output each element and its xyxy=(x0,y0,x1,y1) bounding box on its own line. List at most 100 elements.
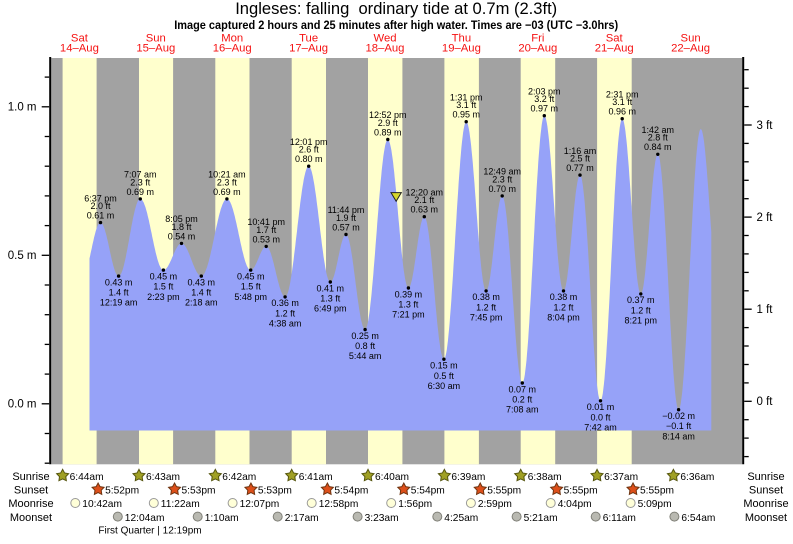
svg-text:0.0 ft: 0.0 ft xyxy=(590,412,611,422)
svg-text:11:22am: 11:22am xyxy=(161,499,200,510)
svg-text:1.9 ft: 1.9 ft xyxy=(336,213,357,223)
svg-text:0.43 m: 0.43 m xyxy=(188,277,216,287)
svg-text:1:42 am: 1:42 am xyxy=(642,125,675,135)
svg-text:4:38 am: 4:38 am xyxy=(269,319,302,329)
svg-text:0.69 m: 0.69 m xyxy=(127,187,155,197)
svg-text:Tue: Tue xyxy=(299,33,318,45)
svg-text:0.45 m: 0.45 m xyxy=(150,271,178,281)
svg-text:17–Aug: 17–Aug xyxy=(289,42,328,54)
svg-text:0.77 m: 0.77 m xyxy=(566,163,594,173)
svg-text:5:53pm: 5:53pm xyxy=(182,486,216,497)
svg-text:10:42am: 10:42am xyxy=(82,499,122,510)
svg-text:3 ft: 3 ft xyxy=(757,120,774,132)
svg-text:0.54 m: 0.54 m xyxy=(168,231,196,241)
svg-text:6:40am: 6:40am xyxy=(375,472,409,483)
svg-text:0.8 ft: 0.8 ft xyxy=(355,341,376,351)
svg-text:12:07pm: 12:07pm xyxy=(240,499,280,510)
svg-text:1.5 ft: 1.5 ft xyxy=(153,282,174,292)
svg-text:6:39am: 6:39am xyxy=(451,472,485,483)
svg-text:0 ft: 0 ft xyxy=(757,396,774,408)
svg-text:Moonrise: Moonrise xyxy=(8,498,53,510)
svg-text:1.7 ft: 1.7 ft xyxy=(256,225,277,235)
svg-text:−0.02 m: −0.02 m xyxy=(662,411,695,421)
svg-text:0.5 m: 0.5 m xyxy=(8,250,37,262)
svg-text:6:42am: 6:42am xyxy=(222,472,256,483)
svg-text:10:21 am: 10:21 am xyxy=(208,170,246,180)
svg-text:18–Aug: 18–Aug xyxy=(366,42,405,54)
svg-text:20–Aug: 20–Aug xyxy=(518,42,557,54)
svg-text:1.5 ft: 1.5 ft xyxy=(241,282,262,292)
svg-text:3.2 ft: 3.2 ft xyxy=(534,94,555,104)
svg-text:Wed: Wed xyxy=(373,33,396,45)
svg-text:1.3 ft: 1.3 ft xyxy=(398,300,419,310)
svg-text:1.0 m: 1.0 m xyxy=(8,102,37,114)
svg-text:21–Aug: 21–Aug xyxy=(595,42,634,54)
svg-text:2:23 pm: 2:23 pm xyxy=(147,292,180,302)
svg-text:4:04pm: 4:04pm xyxy=(558,499,592,510)
svg-text:First Quarter | 12:19pm: First Quarter | 12:19pm xyxy=(98,526,201,537)
svg-text:Sunset: Sunset xyxy=(14,485,48,497)
svg-text:Ingleses: falling ordinary ti: Ingleses: falling ordinary tide at 0.7m … xyxy=(235,0,557,18)
svg-text:12:01 pm: 12:01 pm xyxy=(290,137,328,147)
svg-text:Fri: Fri xyxy=(531,33,544,45)
svg-text:15–Aug: 15–Aug xyxy=(136,42,175,54)
svg-text:0.61 m: 0.61 m xyxy=(87,211,115,221)
svg-text:0.0 m: 0.0 m xyxy=(8,399,37,411)
svg-text:2:59pm: 2:59pm xyxy=(478,499,512,510)
svg-text:16–Aug: 16–Aug xyxy=(213,42,252,54)
svg-text:3.1 ft: 3.1 ft xyxy=(456,100,477,110)
svg-text:2:03 pm: 2:03 pm xyxy=(528,86,561,96)
svg-text:0.63 m: 0.63 m xyxy=(411,205,439,215)
svg-text:22–Aug: 22–Aug xyxy=(671,42,710,54)
svg-text:5:48 pm: 5:48 pm xyxy=(234,292,267,302)
svg-text:Sun: Sun xyxy=(146,33,166,45)
svg-text:0.25 m: 0.25 m xyxy=(351,331,379,341)
svg-text:0.36 m: 0.36 m xyxy=(271,298,299,308)
svg-text:1.2 ft: 1.2 ft xyxy=(275,308,296,318)
svg-text:1.4 ft: 1.4 ft xyxy=(109,288,130,298)
svg-text:5:44 am: 5:44 am xyxy=(349,351,382,361)
svg-text:8:04 pm: 8:04 pm xyxy=(547,313,580,323)
svg-text:19–Aug: 19–Aug xyxy=(442,42,481,54)
svg-text:12:04am: 12:04am xyxy=(125,513,165,524)
svg-text:5:54pm: 5:54pm xyxy=(411,486,445,497)
svg-text:2.0 ft: 2.0 ft xyxy=(90,201,111,211)
svg-text:6:11am: 6:11am xyxy=(603,513,636,524)
svg-text:6:54am: 6:54am xyxy=(681,513,715,524)
svg-text:0.41 m: 0.41 m xyxy=(317,283,345,293)
svg-text:10:41 pm: 10:41 pm xyxy=(247,217,285,227)
svg-text:1:31 pm: 1:31 pm xyxy=(450,92,483,102)
svg-text:12:19 am: 12:19 am xyxy=(100,298,138,308)
svg-text:5:55pm: 5:55pm xyxy=(564,486,598,497)
svg-text:Moonrise: Moonrise xyxy=(743,498,788,510)
svg-text:0.53 m: 0.53 m xyxy=(252,234,280,244)
svg-text:0.37 m: 0.37 m xyxy=(627,295,655,305)
svg-text:7:08 am: 7:08 am xyxy=(506,405,539,415)
svg-text:Mon: Mon xyxy=(221,33,243,45)
svg-text:3.1 ft: 3.1 ft xyxy=(612,97,633,107)
svg-text:5:21am: 5:21am xyxy=(524,513,558,524)
svg-text:6:36am: 6:36am xyxy=(680,472,714,483)
svg-text:11:44 pm: 11:44 pm xyxy=(328,205,365,215)
svg-text:0.45 m: 0.45 m xyxy=(237,271,265,281)
svg-text:Image captured 2 hours and 25: Image captured 2 hours and 25 minutes af… xyxy=(174,19,618,32)
svg-text:Moonset: Moonset xyxy=(10,512,52,524)
svg-text:Sunrise: Sunrise xyxy=(12,471,49,483)
svg-text:Moonset: Moonset xyxy=(745,512,787,524)
svg-text:Sat: Sat xyxy=(71,33,89,45)
svg-text:6:30 am: 6:30 am xyxy=(428,381,461,391)
svg-text:Sunrise: Sunrise xyxy=(747,471,784,483)
svg-text:4:25am: 4:25am xyxy=(444,513,478,524)
svg-text:1.2 ft: 1.2 ft xyxy=(553,302,574,312)
svg-text:12:20 am: 12:20 am xyxy=(406,187,444,197)
svg-text:0.38 m: 0.38 m xyxy=(472,292,500,302)
svg-text:5:54pm: 5:54pm xyxy=(334,486,368,497)
svg-text:2.1 ft: 2.1 ft xyxy=(414,195,435,205)
svg-text:Sun: Sun xyxy=(681,33,701,45)
svg-text:2.5 ft: 2.5 ft xyxy=(570,154,591,164)
svg-text:8:21 pm: 8:21 pm xyxy=(625,316,658,326)
svg-text:0.70 m: 0.70 m xyxy=(488,184,516,194)
svg-text:7:42 am: 7:42 am xyxy=(584,422,617,432)
svg-text:1.2 ft: 1.2 ft xyxy=(476,302,497,312)
svg-text:7:45 pm: 7:45 pm xyxy=(470,313,503,323)
